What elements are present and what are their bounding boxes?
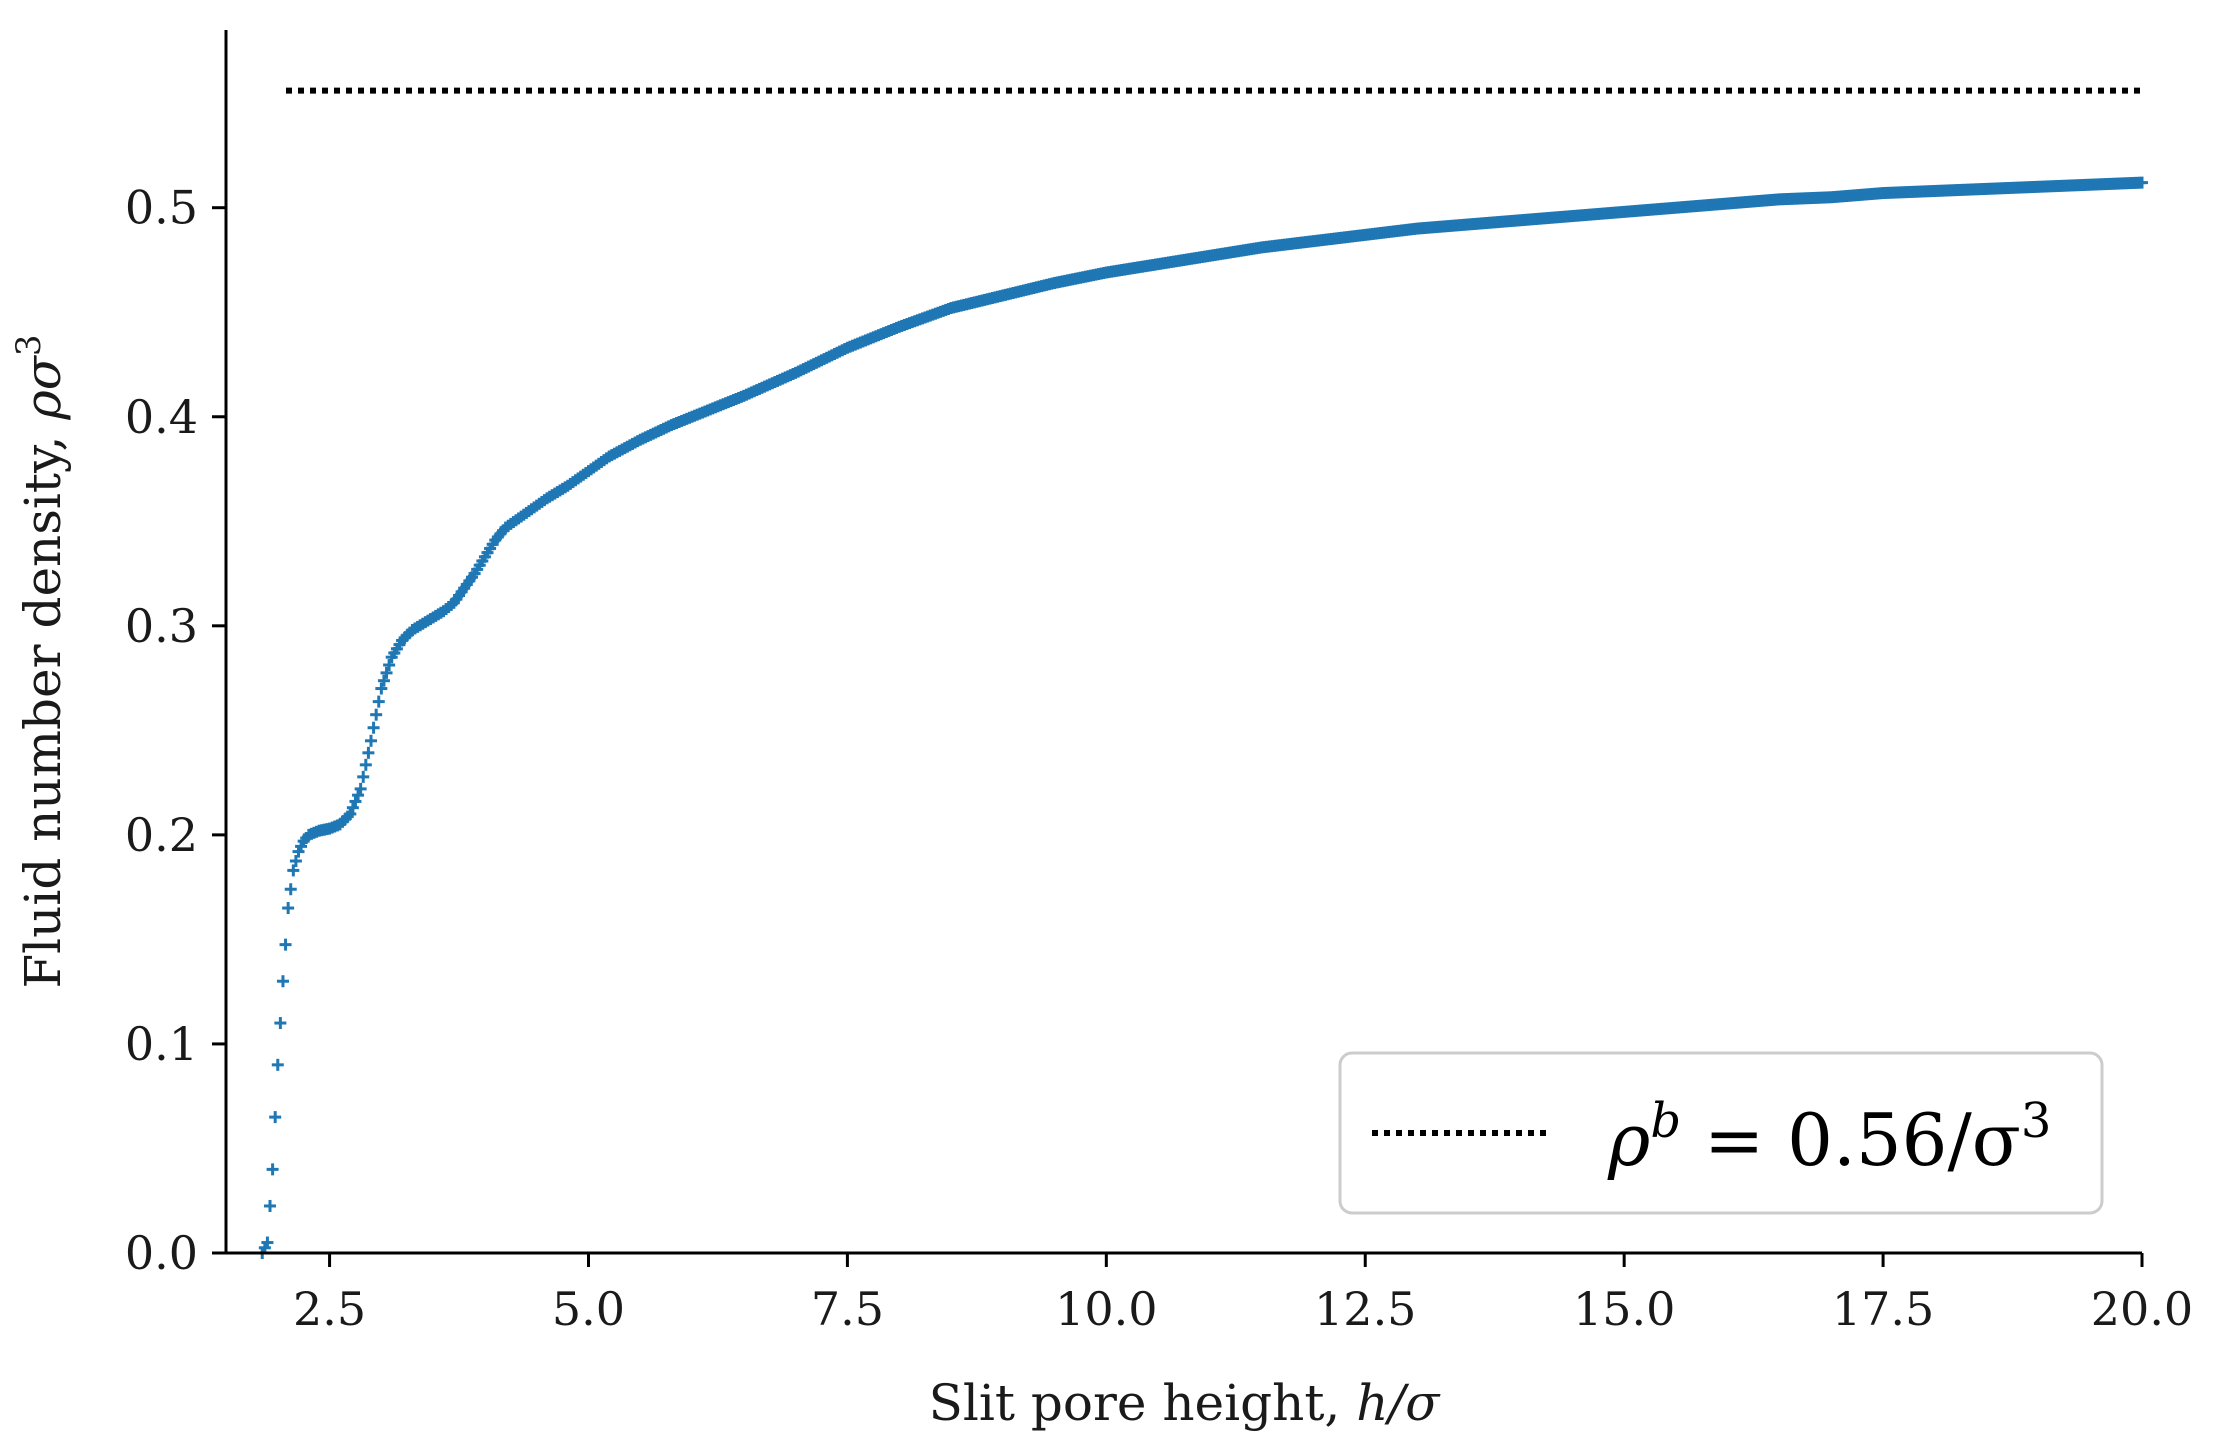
x-tick-label: 2.5 — [293, 1282, 366, 1336]
data-point — [282, 902, 295, 915]
data-point — [289, 855, 302, 868]
data-point — [344, 807, 357, 820]
x-tick-label: 20.0 — [2091, 1282, 2193, 1336]
data-point — [375, 682, 388, 695]
x-axis-label: Slit pore height, h/σ — [929, 1374, 1442, 1432]
data-point — [276, 975, 289, 988]
data-point — [2136, 176, 2148, 189]
x-tick-label: 17.5 — [1832, 1282, 1934, 1336]
data-point — [261, 1236, 274, 1249]
data-point — [377, 674, 390, 687]
data-point — [357, 770, 370, 783]
y-axis-label: Fluid number density, ρσ3 — [9, 334, 72, 988]
data-point — [383, 659, 396, 672]
legend: ρb = 0.56/σ3 — [1338, 1051, 2104, 1215]
data-point — [380, 666, 393, 679]
data-point — [266, 1163, 279, 1176]
legend-box — [1338, 1051, 2104, 1215]
data-point — [274, 1017, 287, 1030]
data-point — [264, 1199, 277, 1212]
axes — [224, 30, 2142, 1255]
data-point — [287, 864, 300, 877]
data-point — [279, 938, 292, 951]
data-point — [352, 789, 365, 802]
y-tick-label: 0.1 — [125, 1017, 198, 1071]
x-ticks: 2.5 5.0 7.5 10.0 12.5 15.0 17.5 20.0 — [293, 1253, 2193, 1336]
x-tick-label: 7.5 — [811, 1282, 884, 1336]
y-tick-label: 0.5 — [125, 181, 198, 235]
data-point — [349, 795, 362, 808]
data-point — [271, 1058, 284, 1071]
data-point — [367, 721, 380, 734]
data-point — [346, 801, 359, 814]
legend-label: ρb = 0.56/σ3 — [1607, 1093, 2051, 1182]
x-tick-label: 12.5 — [1314, 1282, 1416, 1336]
data-point — [372, 695, 385, 708]
data-point — [284, 883, 297, 896]
y-ticks: 0.0 0.1 0.2 0.3 0.4 0.5 — [125, 181, 226, 1280]
x-tick-label: 5.0 — [552, 1282, 625, 1336]
x-tick-label: 10.0 — [1055, 1282, 1157, 1336]
data-point — [359, 758, 372, 771]
y-tick-label: 0.2 — [125, 808, 198, 862]
data-point — [269, 1111, 282, 1124]
data-point — [354, 782, 367, 795]
y-tick-label: 0.3 — [125, 599, 198, 653]
x-tick-label: 15.0 — [1573, 1282, 1675, 1336]
data-markers — [256, 176, 2148, 1259]
data-point — [370, 708, 383, 721]
y-tick-label: 0.0 — [125, 1226, 198, 1280]
data-point — [364, 734, 377, 747]
y-tick-label: 0.4 — [125, 390, 198, 444]
data-point — [362, 746, 375, 759]
